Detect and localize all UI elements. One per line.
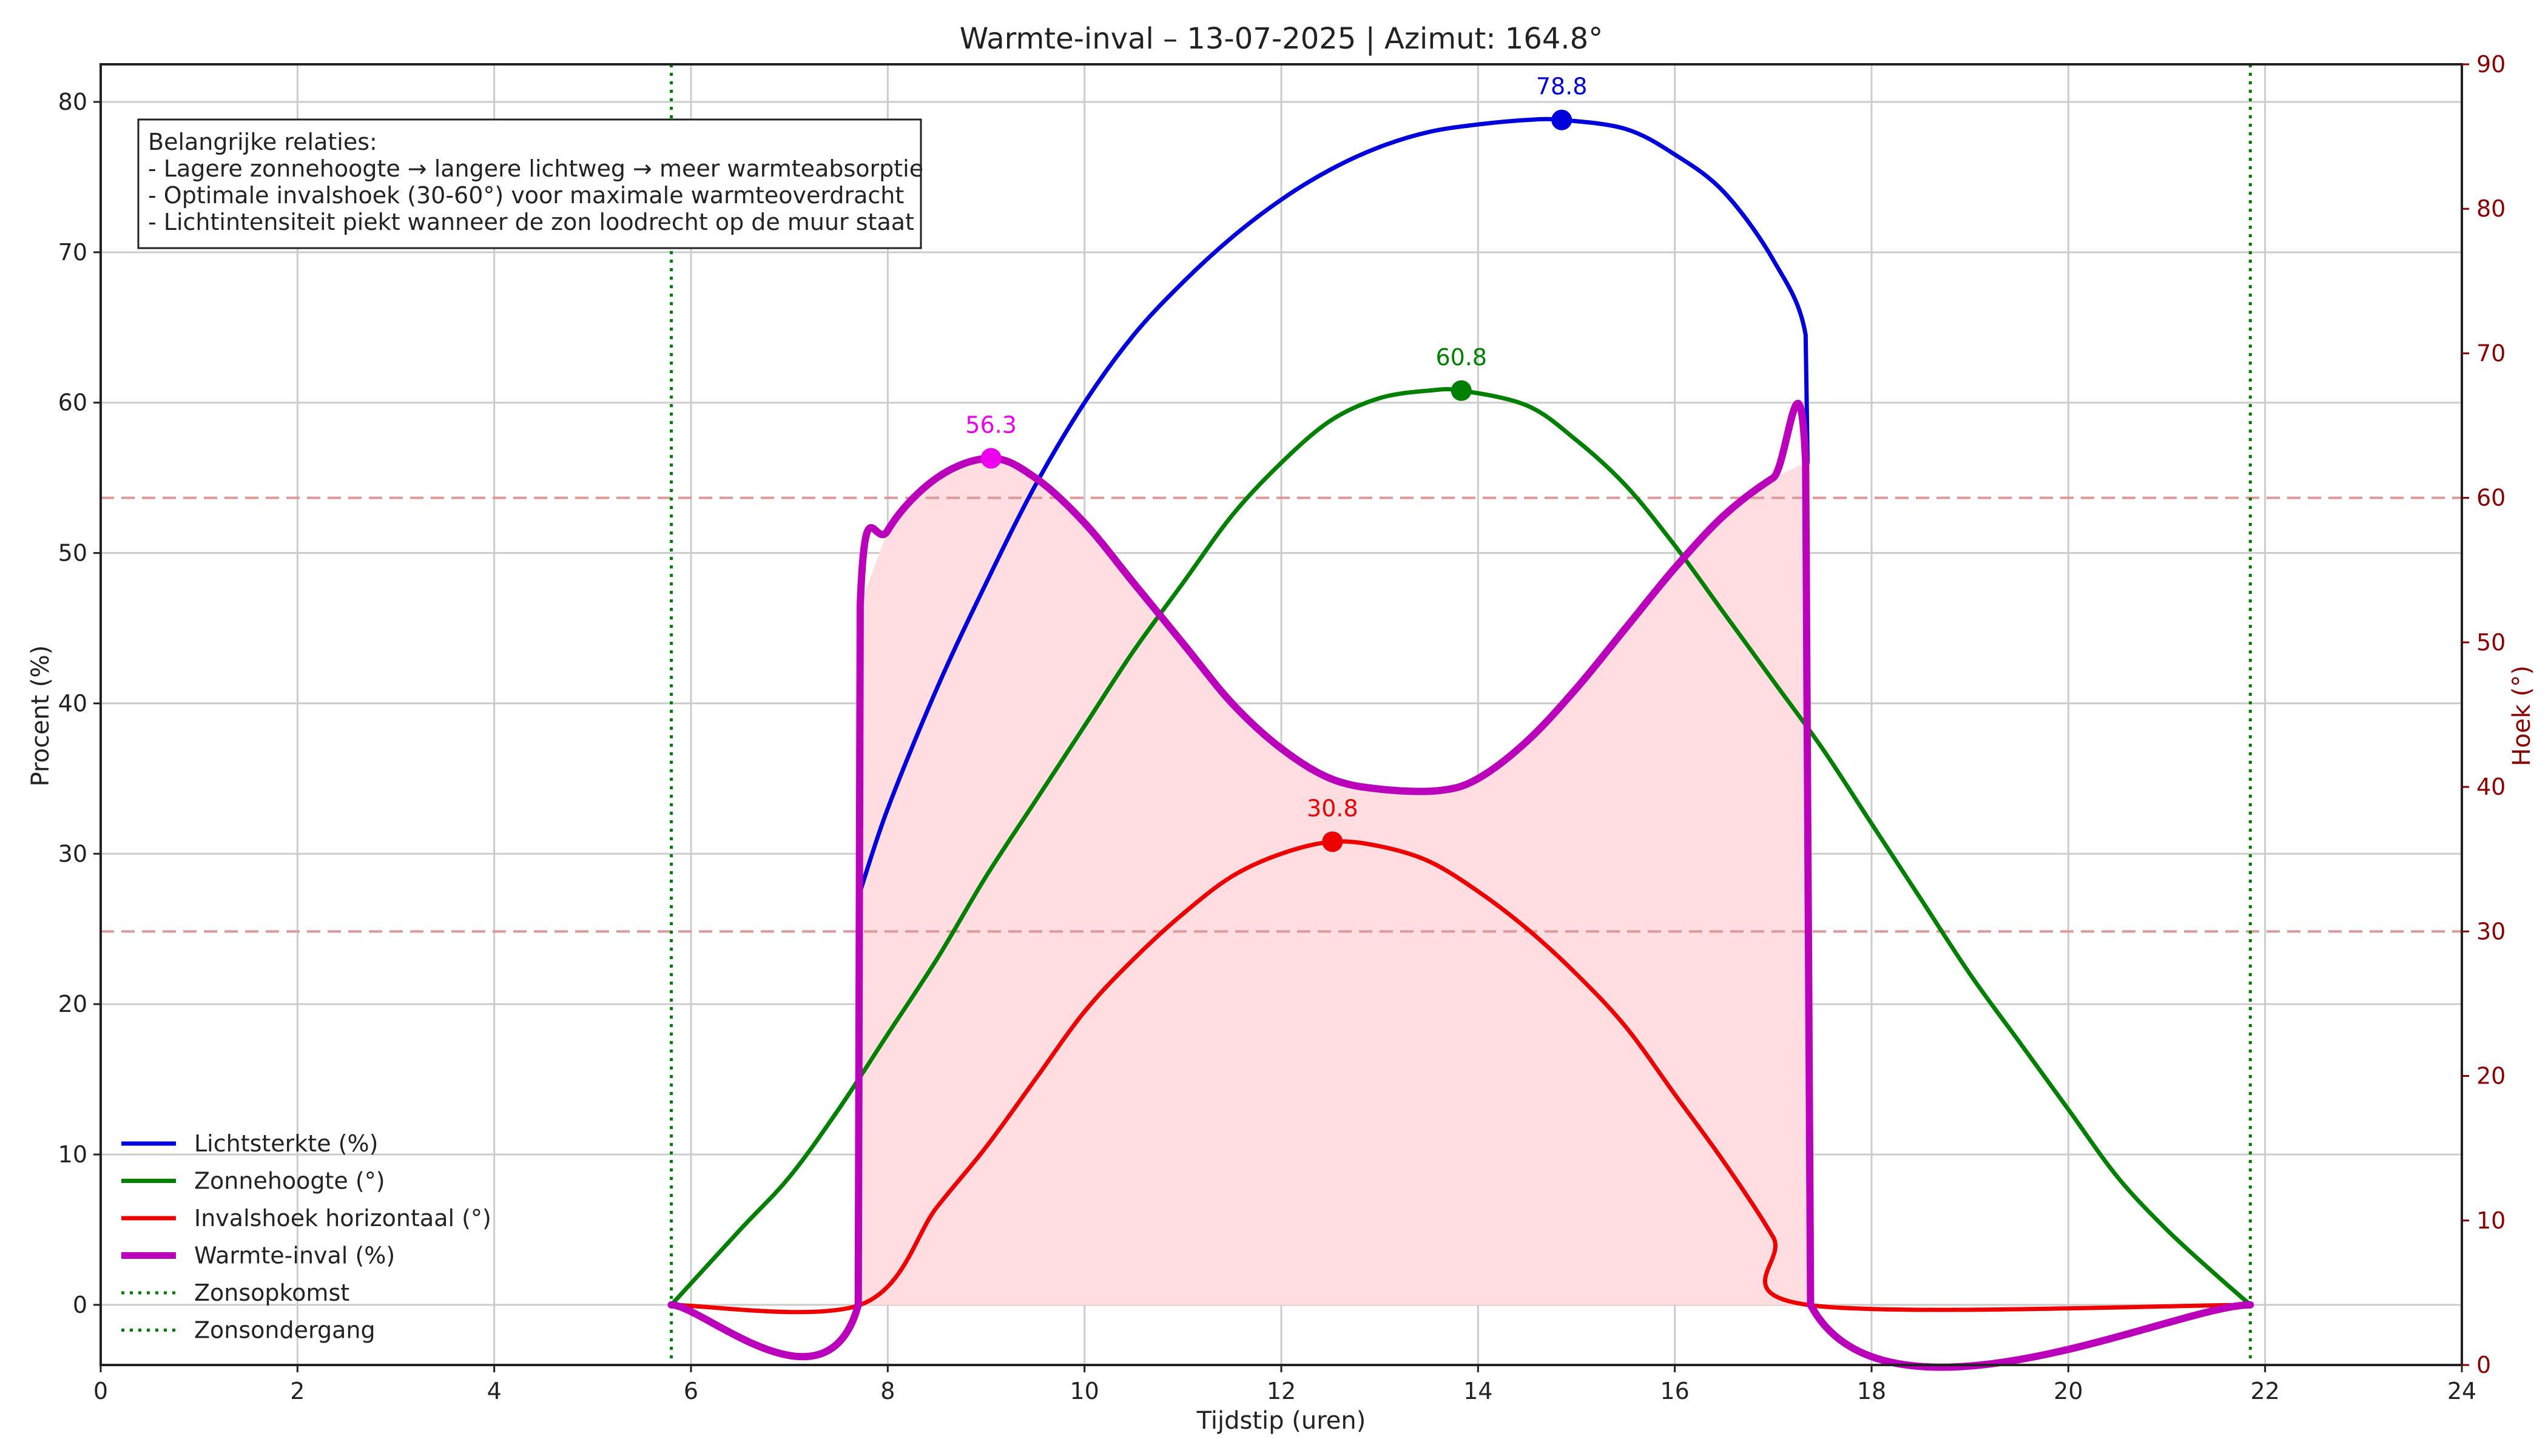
axis-ticks: 0 2 4 6 8 10 12 14 16 18 20 22 240102030405060708001… bbox=[58, 51, 2506, 1404]
peak-marker bbox=[1322, 831, 1343, 852]
legend-label: Zonsopkomst bbox=[194, 1279, 349, 1306]
legend-label: Invalshoek horizontaal (°) bbox=[194, 1205, 491, 1232]
y-tick-label-right: 50 bbox=[2476, 629, 2506, 656]
y-tick-label-right: 80 bbox=[2476, 195, 2506, 222]
annotation-box: Belangrijke relaties: - Lagere zonnehoog… bbox=[137, 118, 923, 249]
x-tick-label: 12 bbox=[1267, 1378, 1296, 1404]
peak-marker bbox=[1451, 380, 1472, 401]
y-tick-label-right: 90 bbox=[2476, 51, 2506, 78]
x-tick-label: 14 bbox=[1463, 1378, 1492, 1404]
peak-label: 56.3 bbox=[965, 411, 1017, 438]
annotation-line: - Optimale invalshoek (30-60°) voor maxi… bbox=[148, 182, 904, 209]
series-line-warmte-inval bbox=[667, 400, 2254, 1371]
y-tick-label: 40 bbox=[58, 690, 87, 716]
x-tick-label: 18 bbox=[1857, 1378, 1886, 1404]
y-axis-label: Procent (%) bbox=[27, 645, 55, 786]
annotation-box-frame bbox=[137, 118, 922, 249]
x-tick-label: 24 bbox=[2447, 1378, 2476, 1404]
legend: Lichtsterkte (%) Zonnehoogte (°) Invalshoe… bbox=[121, 1130, 491, 1344]
peak-marker bbox=[1551, 109, 1572, 130]
y-tick-label: 50 bbox=[58, 540, 87, 567]
y-tick-label: 0 bbox=[73, 1292, 87, 1318]
peak-markers: 78.8 60.8 56.3 30.8 bbox=[965, 73, 1587, 852]
y-tick-label: 80 bbox=[58, 89, 87, 115]
x-tick-label: 20 bbox=[2054, 1378, 2083, 1404]
legend-label: Lichtsterkte (%) bbox=[194, 1130, 378, 1157]
y-tick-label: 10 bbox=[58, 1141, 87, 1168]
x-tick-label: 16 bbox=[1660, 1378, 1689, 1404]
series-line-lichtsterkte bbox=[858, 116, 1810, 894]
legend-label: Zonsondergang bbox=[194, 1317, 376, 1344]
y-tick-label-right: 10 bbox=[2476, 1207, 2506, 1234]
y-tick-label-right: 20 bbox=[2476, 1063, 2506, 1090]
series-line-invalshoek bbox=[669, 839, 2253, 1315]
x-tick-label: 10 bbox=[1070, 1378, 1099, 1404]
y-tick-label: 60 bbox=[58, 389, 87, 416]
y-axis-label-right: Hoek (°) bbox=[2508, 666, 2536, 766]
chart-title: Warmte-inval – 13-07-2025 | Azimut: 164.… bbox=[960, 22, 1603, 56]
y-tick-label-right: 40 bbox=[2476, 774, 2506, 800]
y-tick-label: 30 bbox=[58, 840, 87, 867]
legend-label: Zonnehoogte (°) bbox=[194, 1168, 385, 1195]
y-tick-label-right: 30 bbox=[2476, 918, 2506, 945]
annotation-line: - Lagere zonnehoogte → langere lichtweg … bbox=[148, 155, 923, 182]
peak-marker bbox=[980, 448, 1002, 469]
x-tick-label: 6 bbox=[684, 1378, 698, 1404]
reference-lines bbox=[101, 64, 2462, 1365]
y-tick-label-right: 70 bbox=[2476, 340, 2506, 366]
x-tick-label: 8 bbox=[880, 1378, 895, 1404]
x-tick-label: 22 bbox=[2250, 1378, 2279, 1404]
x-tick-label: 2 bbox=[290, 1378, 305, 1404]
peak-label: 60.8 bbox=[1435, 344, 1487, 371]
annotation-line: - Lichtintensiteit piekt wanneer de zon … bbox=[148, 209, 914, 235]
x-tick-label: 0 bbox=[93, 1378, 108, 1404]
legend-label: Warmte-inval (%) bbox=[194, 1242, 395, 1269]
x-axis-label: Tijdstip (uren) bbox=[1196, 1407, 1366, 1435]
x-tick-label: 4 bbox=[487, 1378, 502, 1404]
y-tick-label-right: 0 bbox=[2476, 1352, 2491, 1378]
y-tick-label-right: 60 bbox=[2476, 485, 2506, 511]
y-tick-label: 20 bbox=[58, 991, 87, 1017]
peak-label: 78.8 bbox=[1536, 73, 1588, 100]
annotation-line: Belangrijke relaties: bbox=[148, 129, 377, 155]
peak-label: 30.8 bbox=[1307, 795, 1358, 821]
y-tick-label: 70 bbox=[58, 239, 87, 266]
